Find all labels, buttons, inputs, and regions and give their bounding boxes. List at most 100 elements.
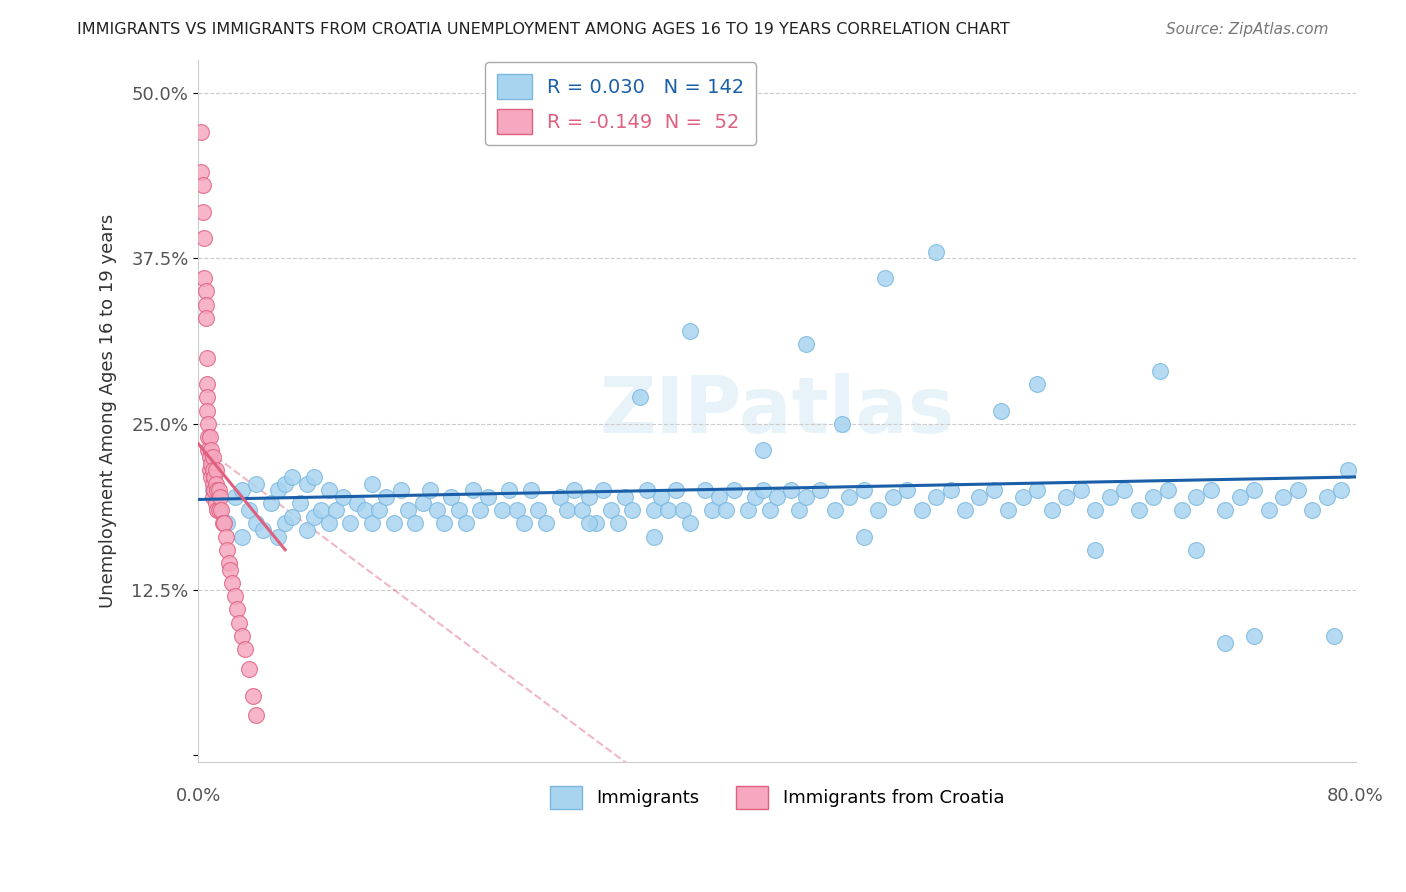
- Point: [1040, 503, 1063, 517]
- Point: [1084, 503, 1107, 517]
- Point: [311, 503, 333, 517]
- Point: [194, 310, 217, 325]
- Point: [288, 496, 311, 510]
- Point: [737, 503, 759, 517]
- Point: [245, 476, 267, 491]
- Point: [751, 483, 773, 498]
- Point: [852, 530, 875, 544]
- Point: [744, 490, 766, 504]
- Point: [1286, 483, 1309, 498]
- Point: [197, 430, 219, 444]
- Point: [534, 516, 557, 531]
- Point: [204, 496, 226, 510]
- Point: [440, 490, 463, 504]
- Point: [302, 470, 325, 484]
- Point: [643, 503, 665, 517]
- Point: [219, 563, 242, 577]
- Point: [195, 403, 218, 417]
- Point: [1142, 490, 1164, 504]
- Point: [1243, 483, 1265, 498]
- Point: [564, 483, 586, 498]
- Point: [636, 483, 658, 498]
- Point: [1330, 483, 1353, 498]
- Point: [201, 463, 224, 477]
- Point: [238, 503, 260, 517]
- Point: [211, 503, 233, 517]
- Point: [1272, 490, 1295, 504]
- Point: [578, 490, 600, 504]
- Point: [592, 483, 614, 498]
- Point: [1323, 629, 1346, 643]
- Point: [794, 337, 817, 351]
- Point: [231, 629, 253, 643]
- Point: [824, 503, 846, 517]
- Point: [527, 503, 550, 517]
- Point: [1215, 503, 1237, 517]
- Point: [716, 503, 738, 517]
- Point: [194, 298, 217, 312]
- Point: [1171, 503, 1194, 517]
- Point: [555, 503, 578, 517]
- Point: [1054, 490, 1077, 504]
- Point: [599, 503, 621, 517]
- Point: [201, 483, 224, 498]
- Text: 80.0%: 80.0%: [1327, 787, 1384, 805]
- Point: [245, 708, 267, 723]
- Point: [238, 662, 260, 676]
- Point: [1084, 542, 1107, 557]
- Point: [657, 503, 679, 517]
- Point: [375, 490, 398, 504]
- Point: [621, 503, 644, 517]
- Text: 0.0%: 0.0%: [176, 787, 221, 805]
- Point: [433, 516, 456, 531]
- Point: [477, 490, 499, 504]
- Point: [200, 470, 222, 484]
- Point: [1185, 542, 1208, 557]
- Y-axis label: Unemployment Among Ages 16 to 19 years: Unemployment Among Ages 16 to 19 years: [100, 213, 117, 607]
- Point: [217, 542, 239, 557]
- Point: [204, 463, 226, 477]
- Point: [925, 244, 948, 259]
- Point: [205, 483, 228, 498]
- Point: [274, 476, 297, 491]
- Point: [295, 523, 318, 537]
- Text: IMMIGRANTS VS IMMIGRANTS FROM CROATIA UNEMPLOYMENT AMONG AGES 16 TO 19 YEARS COR: IMMIGRANTS VS IMMIGRANTS FROM CROATIA UN…: [77, 22, 1010, 37]
- Point: [193, 271, 215, 285]
- Point: [1114, 483, 1136, 498]
- Point: [209, 490, 232, 504]
- Point: [218, 556, 240, 570]
- Point: [1257, 503, 1279, 517]
- Point: [491, 503, 513, 517]
- Point: [217, 516, 239, 531]
- Point: [1337, 463, 1360, 477]
- Point: [318, 483, 340, 498]
- Point: [267, 530, 290, 544]
- Point: [780, 483, 803, 498]
- Point: [404, 516, 426, 531]
- Point: [201, 450, 224, 464]
- Point: [997, 503, 1019, 517]
- Point: [226, 602, 249, 616]
- Point: [231, 483, 253, 498]
- Point: [1199, 483, 1222, 498]
- Point: [447, 503, 470, 517]
- Point: [195, 351, 218, 365]
- Point: [875, 271, 897, 285]
- Point: [679, 516, 702, 531]
- Point: [606, 516, 628, 531]
- Point: [224, 589, 246, 603]
- Point: [202, 483, 225, 498]
- Point: [193, 231, 215, 245]
- Point: [194, 285, 217, 299]
- Point: [1243, 629, 1265, 643]
- Point: [1098, 490, 1121, 504]
- Point: [245, 516, 267, 531]
- Point: [939, 483, 962, 498]
- Text: Source: ZipAtlas.com: Source: ZipAtlas.com: [1166, 22, 1329, 37]
- Point: [214, 516, 236, 531]
- Point: [361, 516, 384, 531]
- Point: [260, 496, 283, 510]
- Point: [454, 516, 477, 531]
- Point: [412, 496, 434, 510]
- Point: [1185, 490, 1208, 504]
